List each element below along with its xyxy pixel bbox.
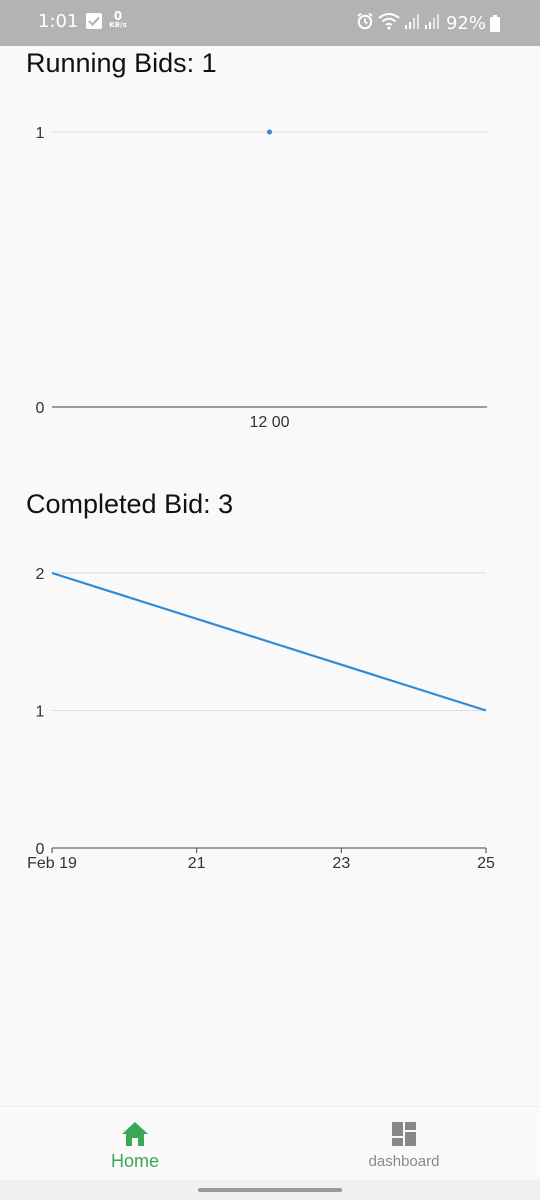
battery-icon: [490, 14, 500, 32]
nav-dashboard-label: dashboard: [368, 1153, 440, 1170]
x-tick-label: 21: [188, 855, 206, 872]
x-tick-label: 25: [477, 855, 495, 872]
signal-icon: [404, 12, 420, 34]
home-gesture-handle[interactable]: [198, 1188, 342, 1192]
running-bids-title: Running Bids: 1: [26, 48, 217, 78]
data-point: [267, 129, 272, 135]
status-bar: 1:01 0 KB/s: [0, 0, 540, 46]
wifi-icon: [378, 12, 400, 34]
running-bids-chart: 0 1 12 00: [36, 125, 487, 431]
completed-bid-title: Completed Bid: 3: [26, 489, 234, 519]
network-speed-value: 0: [113, 9, 123, 23]
nav-home-label: Home: [110, 1151, 159, 1171]
battery-percent: 92%: [445, 12, 486, 34]
x-tick-label: Feb 19: [27, 855, 77, 872]
series-line: [51, 571, 487, 712]
nav-dashboard[interactable]: dashboard: [324, 1107, 484, 1181]
home-icon: [122, 1122, 148, 1146]
y-tick-label: 2: [36, 566, 45, 583]
dashboard-icon: [392, 1122, 416, 1146]
alarm-icon: [356, 12, 374, 34]
status-time: 1:01: [38, 11, 79, 32]
gesture-bar: [0, 1180, 540, 1200]
y-tick-label: 1: [36, 125, 45, 142]
y-tick-label: 1: [36, 704, 45, 721]
y-tick-label: 0: [36, 400, 45, 417]
nav-home[interactable]: Home: [55, 1107, 215, 1181]
x-tick-label: 23: [332, 855, 350, 872]
check-icon: [86, 13, 102, 29]
status-icons: 92%: [356, 9, 500, 37]
network-speed-unit: KB/s: [109, 21, 127, 29]
y-tick-label: 0: [36, 841, 45, 858]
completed-bid-chart: 0 1 2 Feb 19 21 23 25: [27, 566, 495, 872]
bottom-navigation: Home dashboard: [0, 1106, 540, 1181]
network-speed: 0 KB/s: [107, 10, 129, 29]
x-tick-label: 12 00: [249, 414, 289, 431]
signal-icon: [424, 12, 440, 34]
